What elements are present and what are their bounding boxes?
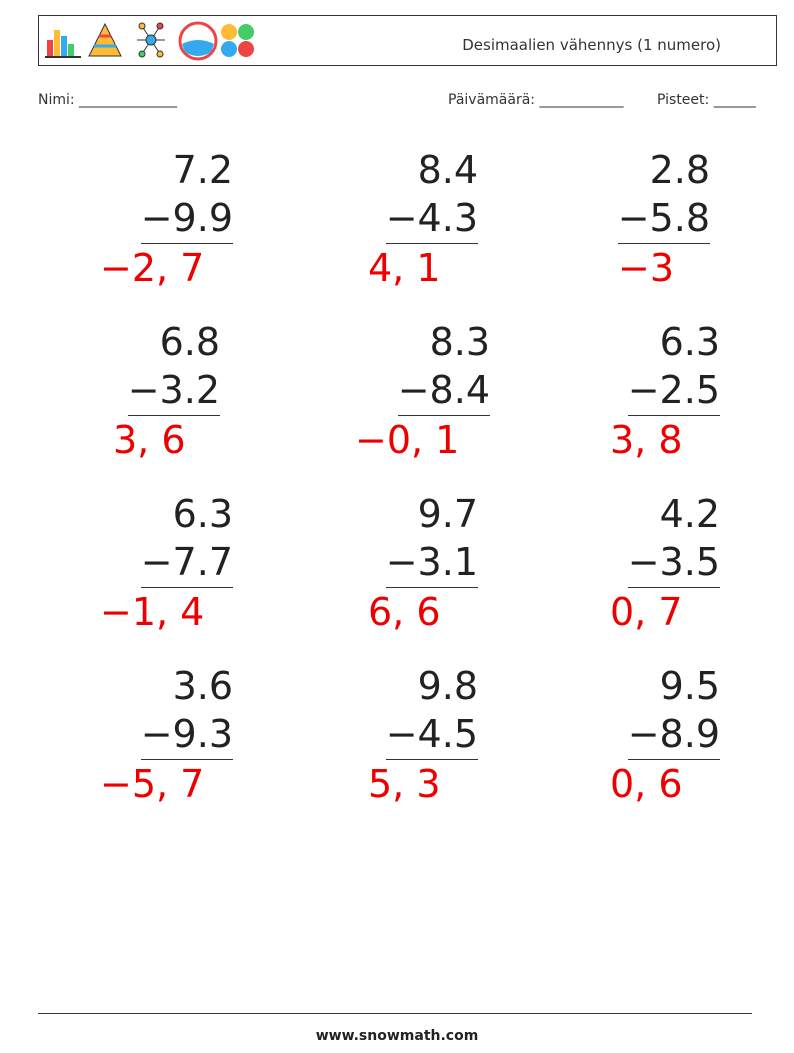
header-icons	[45, 21, 254, 61]
top-number: 9.5	[659, 664, 720, 708]
answer: −3	[618, 246, 675, 290]
network-icon	[137, 22, 165, 58]
bottom-number: −9.9	[140, 196, 233, 240]
top-number: 3.6	[172, 664, 233, 708]
answer-line	[398, 415, 490, 416]
top-number: 9.7	[417, 492, 478, 536]
answer-line	[628, 415, 720, 416]
top-number: 8.3	[429, 320, 490, 364]
bottom-number: −4.3	[385, 196, 478, 240]
top-number: 2.8	[649, 148, 710, 192]
top-number: 6.8	[159, 320, 220, 364]
footer: www.snowmath.com	[315, 1028, 479, 1044]
answer-line	[128, 415, 220, 416]
answer: 5, 3	[368, 762, 441, 806]
answer-line	[386, 243, 478, 244]
answer-line	[628, 587, 720, 588]
bottom-number: −3.5	[627, 540, 720, 584]
bottom-number: −3.2	[127, 368, 220, 412]
top-number: 8.4	[417, 148, 478, 192]
name-field: Nimi: ______________	[38, 92, 178, 108]
answer-line	[628, 759, 720, 760]
top-number: 9.8	[417, 664, 478, 708]
answer: 6, 6	[368, 590, 441, 634]
footer-rule	[38, 1013, 752, 1014]
answer: 0, 7	[610, 590, 683, 634]
header: Desimaalien vähennys (1 numero)	[38, 15, 777, 66]
answer: 4, 1	[368, 246, 441, 290]
title: Desimaalien vähennys (1 numero)	[462, 36, 721, 54]
steps-icon	[221, 24, 254, 57]
answer: −2, 7	[100, 246, 205, 290]
score-field: Pisteet: ______	[657, 92, 756, 108]
top-number: 6.3	[659, 320, 720, 364]
answer-line	[386, 587, 478, 588]
bottom-number: −8.9	[627, 712, 720, 756]
bottom-number: −7.7	[140, 540, 233, 584]
answer: −1, 4	[100, 590, 205, 634]
answer: 3, 8	[610, 418, 683, 462]
date-field: Päivämäärä: ____________	[448, 92, 624, 108]
answer-line	[141, 587, 233, 588]
bottom-number: −9.3	[140, 712, 233, 756]
bottom-number: −2.5	[627, 368, 720, 412]
bar-icon	[45, 30, 81, 58]
pyramid-icon	[88, 22, 122, 57]
answer-line	[618, 243, 710, 244]
top-number: 6.3	[172, 492, 233, 536]
answer-line	[386, 759, 478, 760]
answer-line	[141, 243, 233, 244]
answer: −0, 1	[355, 418, 460, 462]
top-number: 4.2	[659, 492, 720, 536]
answer: 3, 6	[113, 418, 186, 462]
answer: −5, 7	[100, 762, 205, 806]
answer-line	[141, 759, 233, 760]
bottom-number: −8.4	[397, 368, 490, 412]
top-number: 7.2	[172, 148, 233, 192]
bottom-number: −4.5	[385, 712, 478, 756]
answer: 0, 6	[610, 762, 683, 806]
bottom-number: −3.1	[385, 540, 478, 584]
bottom-number: −5.8	[617, 196, 710, 240]
